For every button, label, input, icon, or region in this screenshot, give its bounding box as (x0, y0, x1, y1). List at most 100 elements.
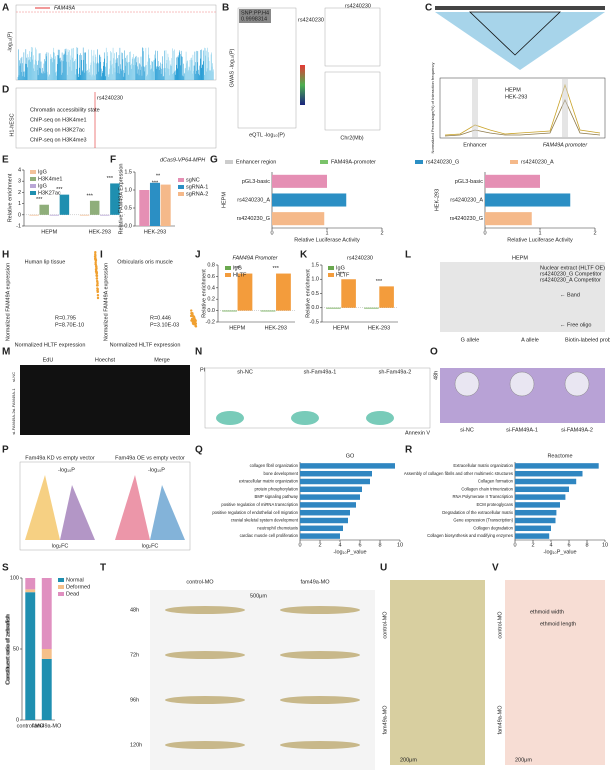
well (509, 371, 535, 397)
label: si-NC (460, 427, 474, 433)
scatter-decor (94, 252, 97, 256)
panel-letter: N (195, 347, 202, 358)
label: Normalized HLTF expression (110, 342, 181, 348)
legend-label: sgNC (186, 177, 200, 183)
y-tick-label: 2 (18, 190, 21, 196)
legend-swatch (225, 160, 233, 164)
label: control-MO (186, 579, 214, 585)
bar (515, 517, 556, 524)
x-tick-label: HEPM (333, 325, 349, 331)
category-label: positive regulation of miRNA transcripti… (221, 502, 298, 507)
legend-label: IgG (38, 169, 47, 175)
panel-letter: Q (195, 445, 203, 456)
legend-label: Normal (66, 577, 84, 583)
panel-letter: F (110, 155, 116, 166)
bar (272, 212, 325, 226)
flow-frame (204, 367, 431, 429)
panel-letter: B (222, 3, 229, 14)
legend-label: IgG (233, 265, 242, 271)
x-tick-label: 6 (358, 542, 361, 548)
label: fam49a-MO (382, 705, 388, 735)
bar-segment (41, 578, 52, 649)
label: fam49a-MO (300, 579, 330, 585)
label: Merge (154, 357, 170, 363)
scatter-decor (95, 279, 99, 283)
panel-b2-frame (324, 7, 381, 67)
x-tick-label: control-MO (17, 723, 45, 729)
legend-swatch (328, 266, 334, 270)
label: ChIP-seq on H3K4me1 (30, 117, 87, 123)
bar-segment (25, 578, 36, 590)
label: rs4240230 (347, 255, 373, 261)
y-tick-label: -1 (16, 223, 21, 229)
scatter-decor (94, 251, 97, 254)
bar (300, 470, 372, 477)
panel-letter: G (210, 155, 218, 166)
volcano-decor (25, 475, 60, 540)
label: 120h (130, 742, 142, 748)
label: rs4240230_G (426, 159, 459, 165)
scatter-decor (93, 255, 97, 258)
panel-letter: O (430, 347, 438, 358)
y-tick-label: 0 (18, 212, 21, 218)
label: sh-Fam49a-2 (379, 369, 412, 375)
label: Normalized FAM49A expression (5, 263, 11, 341)
label: fam49a-MO (497, 705, 503, 735)
x-tick-label: 6 (567, 542, 570, 548)
category-label: extracellular matrix organization (239, 479, 299, 484)
panel-letter: H (2, 250, 9, 261)
label: -log₁₀P (58, 467, 75, 473)
label: si-FAM49A-1 (506, 427, 538, 433)
bar (485, 193, 571, 207)
legend-swatch (58, 592, 64, 596)
bar (160, 184, 171, 226)
scatter-decor (94, 265, 98, 268)
scatter-decor (94, 261, 97, 264)
label: H1-hESC (9, 113, 15, 136)
flow-cloud (291, 411, 319, 425)
y-tick-label: -0.5 (310, 319, 319, 325)
bar-segment (41, 649, 52, 659)
x-tick-label: 0 (270, 230, 273, 236)
category-label: Degradation of the extracellular matrix (442, 510, 514, 515)
bar (515, 502, 560, 508)
label: HEK-293 (505, 94, 527, 100)
bar (364, 307, 379, 309)
label: -log₁₀P (148, 467, 165, 473)
bar (49, 214, 60, 216)
category-label: cardiac muscle cell proliferation (240, 533, 299, 538)
label: 48h (130, 607, 139, 613)
label: Orbicularis oris muscle (117, 259, 173, 265)
category-label: protein phosphorylation (254, 486, 298, 491)
label: rs4240230 (345, 3, 371, 9)
label: rs4240230 (97, 95, 123, 101)
label: G allele (461, 337, 480, 343)
cell-label: HEK-293 (434, 189, 440, 211)
x-axis-label: -log₁₀P_value (543, 549, 576, 555)
label: P=8.70E-10 (55, 322, 84, 328)
label: ← Band (560, 292, 580, 298)
y-tick-label: 0.5 (311, 291, 319, 297)
y-tick-label: 3 (18, 179, 21, 185)
y-tick-label: 4 (18, 167, 21, 173)
category-label: bone development (264, 471, 299, 476)
bar (515, 478, 577, 485)
x-tick-label: 2 (318, 542, 321, 548)
label: Constituent ratio of zebrafish (5, 615, 11, 685)
bar (300, 509, 350, 516)
category-label: RNA Polymerase II Transcription (452, 494, 513, 499)
panel-letter: J (195, 250, 201, 261)
label: FAM49A Promoter (233, 255, 279, 261)
y-tick-label: -0.2 (206, 319, 215, 325)
ld-colorbar (300, 65, 305, 105)
chart-title: GO (346, 453, 355, 459)
label: 96h (130, 697, 139, 703)
bar (379, 286, 394, 308)
label: FAM49A promoter (543, 142, 588, 148)
bar (515, 533, 550, 539)
larva (165, 651, 245, 659)
bar (272, 193, 347, 207)
x-tick-label: HEPM (229, 325, 245, 331)
x-axis-label: -log₁₀P_value (333, 549, 366, 555)
zebrafish-images (150, 590, 375, 770)
